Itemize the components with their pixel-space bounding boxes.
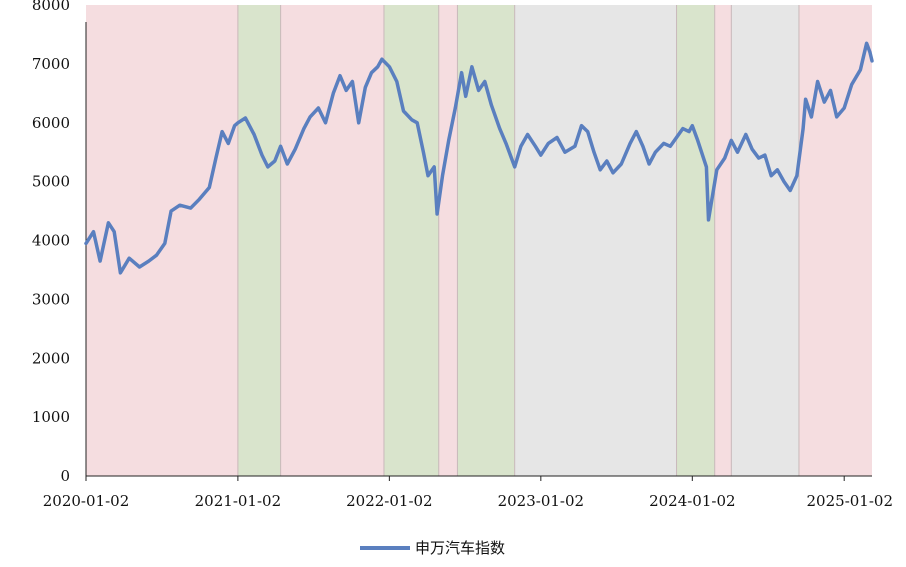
y-tick-label: 0 (60, 467, 70, 485)
y-tick-label: 1000 (32, 408, 70, 426)
x-tick-label: 2022-01-02 (346, 492, 432, 510)
x-tick-label: 2023-01-02 (498, 492, 584, 510)
x-tick-label: 2025-01-02 (807, 492, 893, 510)
shaded-period-9 (731, 5, 799, 476)
axes (85, 22, 872, 477)
series-group (84, 41, 874, 275)
shaded-period-10 (798, 5, 872, 476)
legend-label: 申万汽车指数 (415, 539, 505, 557)
shaded-period-1 (237, 5, 281, 476)
series-line-0 (84, 41, 874, 275)
x-tick-labels: 2020-01-02 2021-01-02 2022-01-02 2023-01-02… (43, 476, 893, 510)
shaded-period-8 (714, 5, 732, 476)
shaded-period-6 (514, 5, 677, 476)
y-tick-label: 6000 (32, 114, 70, 132)
x-tick-label: 2024-01-02 (649, 492, 735, 510)
shaded-period-7 (676, 5, 715, 476)
y-tick-label: 5000 (32, 173, 70, 191)
x-tick-label: 2020-01-02 (43, 492, 129, 510)
shaded-period-5 (457, 5, 515, 476)
legend: 申万汽车指数 (360, 539, 505, 557)
y-tick-label: 4000 (32, 232, 70, 250)
shaded-period-4 (438, 5, 458, 476)
shaded-period-3 (383, 5, 439, 476)
shaded-period-0 (86, 5, 238, 476)
y-tick-label: 3000 (32, 290, 70, 308)
y-tick-label: 2000 (32, 349, 70, 367)
shaded-periods (86, 5, 872, 476)
y-tick-labels: 0 1000 2000 3000 4000 5000 6000 7000 8000 (32, 0, 70, 485)
y-tick-label: 7000 (32, 55, 70, 73)
y-tick-label: 8000 (32, 0, 70, 14)
x-tick-label: 2021-01-02 (195, 492, 281, 510)
